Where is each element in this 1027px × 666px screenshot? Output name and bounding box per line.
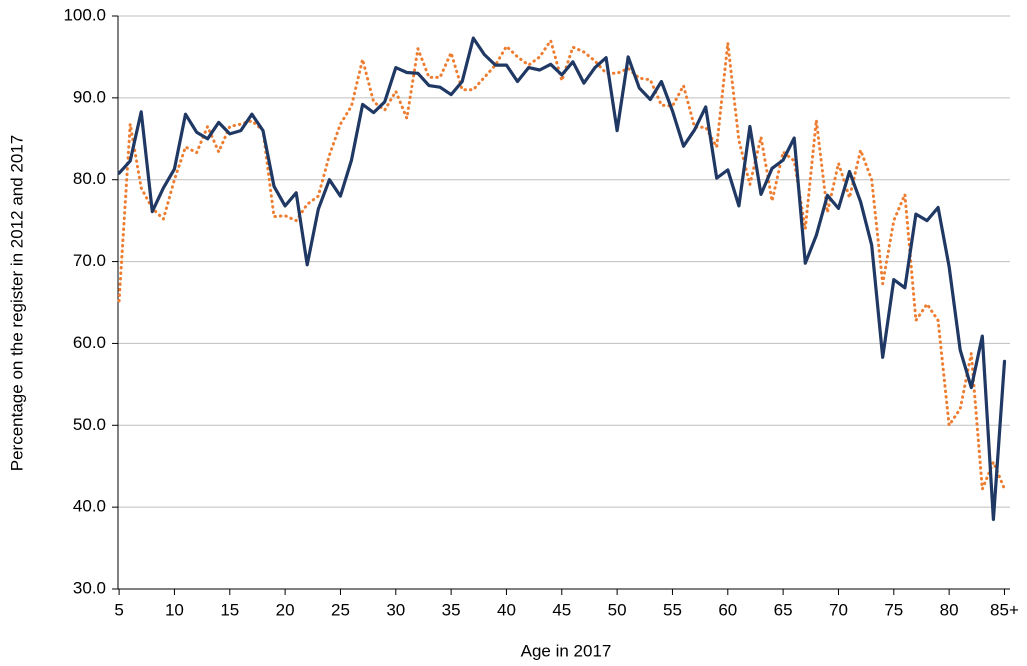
x-tick-label: 20 <box>276 600 295 619</box>
x-tick-label: 60 <box>718 600 737 619</box>
x-tick-label: 70 <box>829 600 848 619</box>
x-tick-label: 80 <box>940 600 959 619</box>
x-axis-label: Age in 2017 <box>521 641 612 660</box>
x-tick-label: 55 <box>663 600 682 619</box>
y-tick-label: 30.0 <box>73 578 106 597</box>
x-tick-label: 45 <box>552 600 571 619</box>
x-tick-label: 35 <box>442 600 461 619</box>
x-tick-label: 40 <box>497 600 516 619</box>
y-tick-label: 40.0 <box>73 497 106 516</box>
y-tick-label: 70.0 <box>73 251 106 270</box>
x-tick-label: 15 <box>220 600 239 619</box>
x-tick-label: 30 <box>386 600 405 619</box>
y-tick-label: 90.0 <box>73 87 106 106</box>
x-tick-label: 25 <box>331 600 350 619</box>
y-tick-label: 50.0 <box>73 415 106 434</box>
series-line <box>117 36 1007 521</box>
x-tick-label: 5 <box>114 600 123 619</box>
y-tick-label: 80.0 <box>73 169 106 188</box>
x-tick-label: 50 <box>608 600 627 619</box>
x-tick-label: 10 <box>165 600 184 619</box>
y-tick-label: 100.0 <box>63 5 106 24</box>
x-tick-label: 65 <box>774 600 793 619</box>
x-tick-label: 85+ <box>990 600 1019 619</box>
y-axis-label: Percentage on the register in 2012 and 2… <box>7 135 26 471</box>
y-tick-label: 60.0 <box>73 333 106 352</box>
x-tick-label: 75 <box>884 600 903 619</box>
series-line <box>117 39 1006 491</box>
